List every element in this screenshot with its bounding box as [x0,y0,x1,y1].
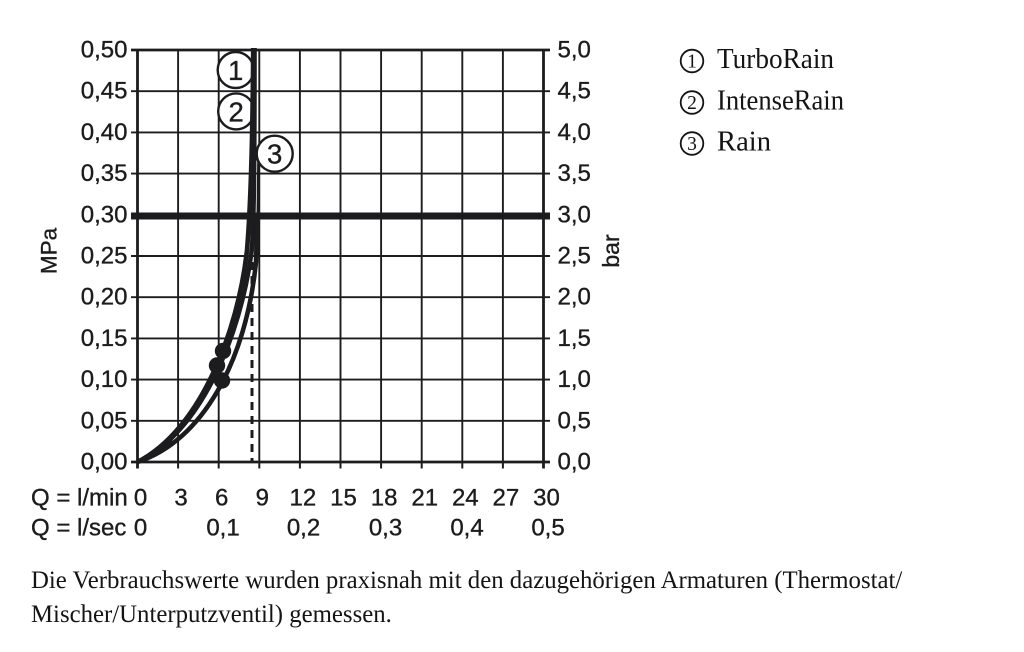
svg-text:1,0: 1,0 [558,366,591,393]
svg-text:0,0: 0,0 [558,449,591,476]
svg-text:2,0: 2,0 [558,284,591,311]
svg-text:0,2: 0,2 [287,515,320,542]
svg-text:Mischer/Unterputzventil) gemes: Mischer/Unterputzventil) gemessen. [31,601,392,628]
svg-text:bar: bar [598,234,624,268]
svg-text:MPa: MPa [37,227,62,274]
svg-text:IntenseRain: IntenseRain [717,86,844,117]
svg-text:0,3: 0,3 [369,515,402,542]
svg-text:0,4: 0,4 [450,515,483,542]
svg-text:2: 2 [687,93,697,114]
svg-text:0: 0 [134,485,147,512]
svg-text:Q = l/min: Q = l/min [31,485,128,512]
svg-text:3: 3 [174,485,187,512]
svg-text:1,5: 1,5 [558,325,591,352]
svg-text:0,05: 0,05 [81,407,128,434]
svg-text:0,25: 0,25 [81,243,128,270]
svg-text:0,5: 0,5 [531,515,564,542]
svg-text:0,50: 0,50 [81,37,128,64]
svg-text:30: 30 [533,485,560,512]
svg-text:Q = l/sec: Q = l/sec [31,515,126,542]
svg-text:0,5: 0,5 [558,407,591,434]
svg-text:1: 1 [687,52,697,73]
svg-text:0,30: 0,30 [81,201,128,228]
svg-text:0,15: 0,15 [81,325,128,352]
svg-text:0,1: 0,1 [206,515,239,542]
svg-text:0,00: 0,00 [81,449,128,476]
svg-text:0,20: 0,20 [81,284,128,311]
svg-text:6: 6 [215,485,228,512]
svg-text:1: 1 [228,55,243,86]
svg-text:4,0: 4,0 [558,119,591,146]
svg-text:12: 12 [290,485,317,512]
svg-text:Rain: Rain [717,127,771,158]
svg-text:0,45: 0,45 [81,78,128,105]
svg-text:3,5: 3,5 [558,160,591,187]
svg-text:0: 0 [134,515,147,542]
svg-text:5,0: 5,0 [558,37,591,64]
svg-text:3,0: 3,0 [558,201,591,228]
svg-text:2: 2 [229,96,244,127]
svg-text:24: 24 [452,485,479,512]
svg-text:Die Verbrauchswerte wurden pra: Die Verbrauchswerte wurden praxisnah mit… [31,567,902,594]
svg-text:3: 3 [687,134,697,155]
svg-text:27: 27 [493,485,520,512]
svg-text:21: 21 [411,485,438,512]
svg-text:15: 15 [330,485,357,512]
svg-text:0,35: 0,35 [81,160,128,187]
svg-text:9: 9 [256,485,269,512]
svg-text:3: 3 [267,139,282,170]
svg-text:18: 18 [371,485,398,512]
svg-text:0,40: 0,40 [81,119,128,146]
svg-text:2,5: 2,5 [558,243,591,270]
svg-text:0,10: 0,10 [81,366,128,393]
svg-text:4,5: 4,5 [558,78,591,105]
svg-text:TurboRain: TurboRain [717,44,834,75]
